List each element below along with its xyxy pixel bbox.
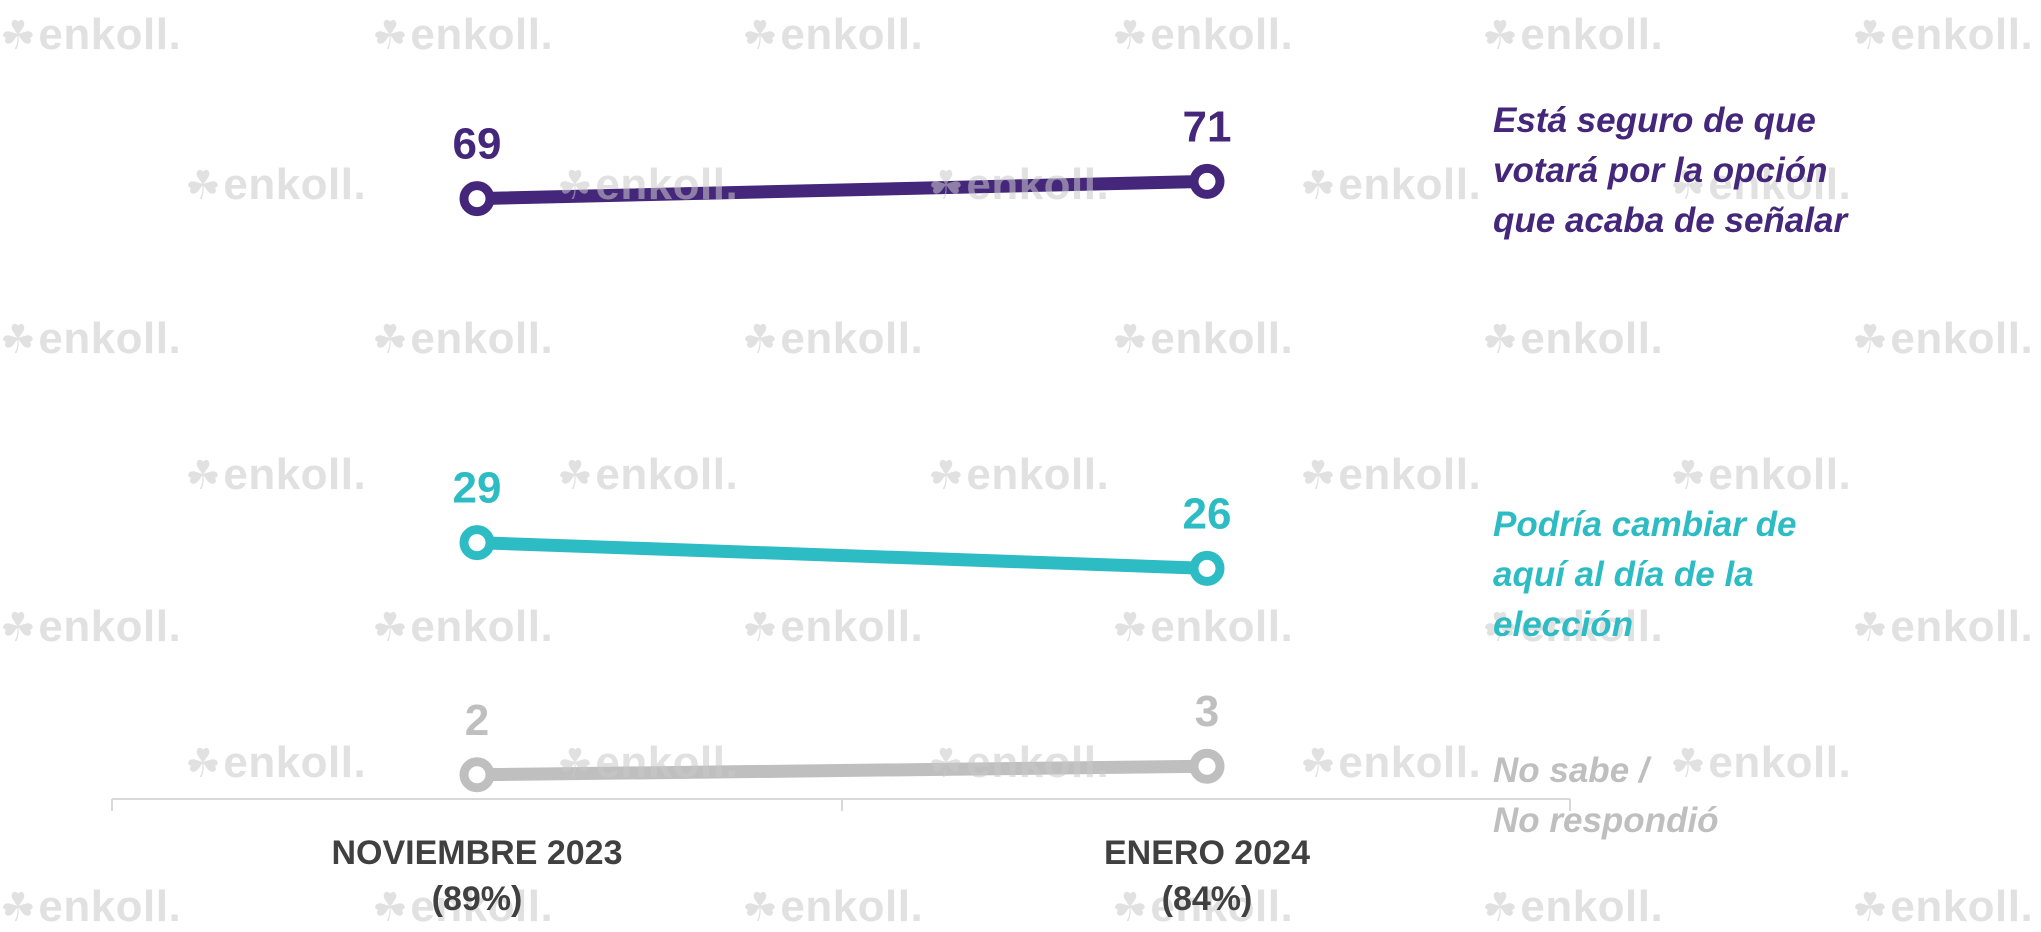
data-point-marker xyxy=(1189,163,1225,199)
series-line xyxy=(470,536,1214,575)
series-0: 69 71 xyxy=(453,102,1232,217)
data-label: 26 xyxy=(1183,489,1232,538)
data-label: 29 xyxy=(453,464,502,513)
data-label: 71 xyxy=(1183,102,1232,151)
series-label-line: Está seguro de que xyxy=(1493,101,1816,140)
data-label: 69 xyxy=(453,120,502,169)
data-point-marker xyxy=(1189,550,1225,586)
series-label-line: votará por la opción xyxy=(1493,151,1828,190)
data-label: 3 xyxy=(1195,687,1219,736)
data-label: 2 xyxy=(465,696,489,745)
series-label-line: No respondió xyxy=(1493,801,1719,840)
series-label-line: Podría cambiar de xyxy=(1493,505,1797,544)
series-1: 29 26 xyxy=(453,464,1232,586)
series-label-line: que acaba de señalar xyxy=(1493,201,1848,240)
x-tick-label-text: NOVIEMBRE 2023 xyxy=(331,834,623,872)
data-point-marker xyxy=(459,525,495,561)
series-label-seguro: Está seguro de que votará por la opción … xyxy=(1493,96,1847,246)
x-axis xyxy=(111,798,1571,811)
series-line xyxy=(470,174,1214,206)
data-point-marker xyxy=(459,181,495,217)
series-label-line: elección xyxy=(1493,605,1634,644)
series-label-no-sabe: No sabe / No respondió xyxy=(1493,746,1719,846)
series-line xyxy=(470,759,1214,782)
series-label-line: No sabe / xyxy=(1493,751,1649,790)
x-tick-label-base: (84%) xyxy=(1161,880,1253,918)
series-label-podria-cambiar: Podría cambiar de aquí al día de la elec… xyxy=(1493,500,1796,650)
x-tick-label-enero-2024: ENERO 2024 (84%) xyxy=(987,830,1427,922)
data-point-marker xyxy=(459,757,495,793)
series-label-line: aquí al día de la xyxy=(1493,555,1754,594)
data-point-marker xyxy=(1189,748,1225,784)
x-tick-label-base: (89%) xyxy=(431,880,523,918)
x-tick-label-text: ENERO 2024 xyxy=(1104,834,1310,872)
x-tick-label-noviembre-2023: NOVIEMBRE 2023 (89%) xyxy=(257,830,697,922)
